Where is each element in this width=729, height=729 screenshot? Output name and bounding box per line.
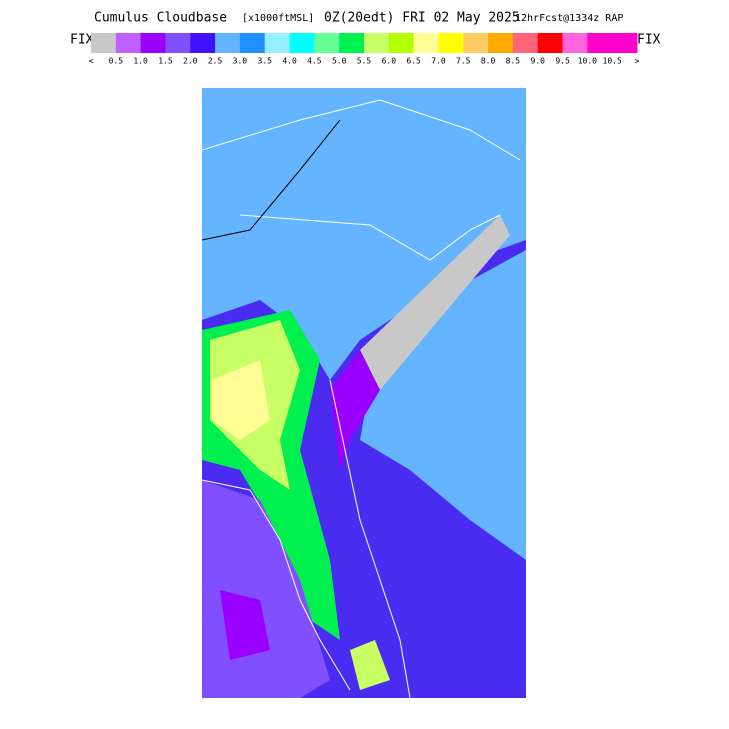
colorbar-swatch bbox=[314, 33, 340, 53]
colorbar-swatch bbox=[413, 33, 439, 53]
colorbar-swatch bbox=[587, 33, 613, 53]
colorbar-label: 9.0 bbox=[531, 57, 546, 66]
colorbar-swatch bbox=[115, 33, 142, 53]
region-yellow bbox=[212, 360, 270, 440]
colorbar-swatch bbox=[537, 33, 564, 53]
colorbar-label: 7.5 bbox=[456, 57, 471, 66]
colorbar-label: 1.0 bbox=[133, 57, 148, 66]
colorbar-label: < bbox=[89, 57, 94, 66]
title-product: Cumulus Cloudbase bbox=[94, 11, 227, 26]
colorbar-label: 9.5 bbox=[555, 57, 570, 66]
region-gray bbox=[360, 215, 510, 390]
colorbar-swatch bbox=[512, 33, 539, 53]
region-florida bbox=[350, 640, 390, 690]
colorbar-label: 2.5 bbox=[208, 57, 223, 66]
colorbar-label: 10.0 bbox=[578, 57, 597, 66]
coastline bbox=[201, 479, 351, 691]
colorbar-label: 2.0 bbox=[183, 57, 198, 66]
colorbar-label: 10.5 bbox=[603, 57, 622, 66]
title-valid: 0Z(20edt) FRI 02 May 2025 bbox=[324, 11, 520, 26]
region-lightblue bbox=[202, 88, 526, 380]
colorbar-label: 0.5 bbox=[109, 57, 124, 66]
colorbar-label: 8.0 bbox=[481, 57, 496, 66]
colorbar-swatch bbox=[239, 33, 266, 53]
title-units: [x1000ftMSL] bbox=[242, 13, 314, 24]
map bbox=[201, 88, 526, 699]
colorbar-swatch bbox=[190, 33, 216, 53]
colorbar-label: 4.5 bbox=[307, 57, 322, 66]
coastline bbox=[329, 379, 411, 699]
colorbar-label: > bbox=[635, 57, 640, 66]
region-gulf-purple bbox=[220, 590, 270, 660]
colorbar-swatch bbox=[289, 33, 315, 53]
state-border bbox=[201, 99, 521, 161]
colorbar-swatch bbox=[438, 33, 464, 53]
colorbar-label: 3.5 bbox=[258, 57, 273, 66]
colorbar-label: 4.0 bbox=[282, 57, 297, 66]
colorbar-label: 5.0 bbox=[332, 57, 347, 66]
colorbar-swatch bbox=[388, 33, 415, 53]
colorbar-label: 3.0 bbox=[233, 57, 248, 66]
colorbar-label: 8.5 bbox=[506, 57, 521, 66]
colorbar-label: 7.0 bbox=[431, 57, 446, 66]
colorbar-swatch bbox=[91, 33, 117, 53]
colorbar-swatch bbox=[165, 33, 191, 53]
colorbar-swatch bbox=[140, 33, 166, 53]
colorbar-swatch bbox=[364, 33, 390, 53]
colorbar-label: 1.5 bbox=[158, 57, 173, 66]
contour bbox=[201, 119, 341, 241]
colorbar: <0.5 1.0 1.5 2.0 2.5 3.0 3.5 4.0 4.5 5.0 5.5 6.0 6.5… bbox=[89, 33, 640, 66]
colorbar-swatch bbox=[488, 33, 514, 53]
colorbar-swatch bbox=[215, 33, 241, 53]
colorbar-swatch bbox=[562, 33, 588, 53]
fix-right: FIX bbox=[637, 33, 661, 48]
colorbar-swatch bbox=[612, 33, 638, 53]
colorbar-swatch bbox=[339, 33, 365, 53]
title-run: 12hrFcst@1334z RAP bbox=[515, 13, 623, 24]
fix-left: FIX bbox=[70, 33, 94, 48]
colorbar-label: 6.0 bbox=[382, 57, 397, 66]
colorbar-label: 6.5 bbox=[406, 57, 421, 66]
colorbar-label: 5.5 bbox=[357, 57, 372, 66]
colorbar-swatch bbox=[463, 33, 489, 53]
colorbar-swatch bbox=[264, 33, 291, 53]
state-border bbox=[239, 214, 501, 261]
